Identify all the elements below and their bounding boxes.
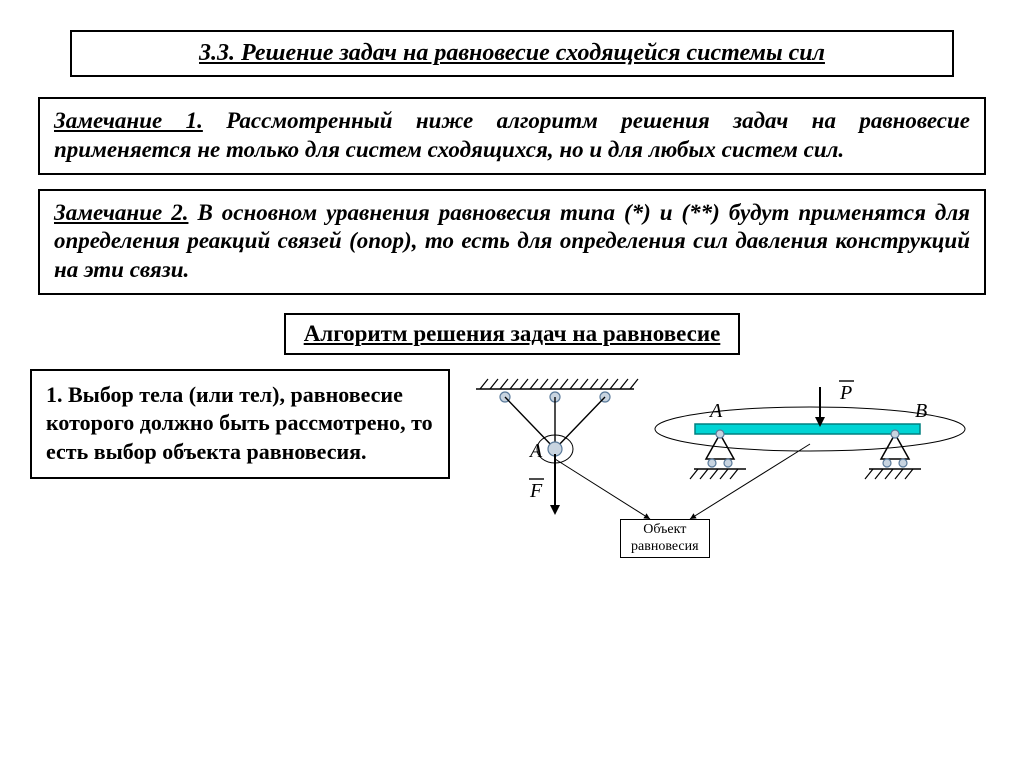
- note-1-label: Замечание 1.: [54, 108, 203, 133]
- object-label: Объект равновесия: [620, 519, 710, 559]
- object-label-line2: равновесия: [631, 539, 699, 554]
- note-2-text: В основном уравнения равновесия типа (*)…: [54, 200, 970, 283]
- svg-text:F: F: [529, 480, 543, 502]
- step-1-text: 1. Выбор тела (или тел), равновесие кото…: [30, 369, 450, 479]
- note-1: Замечание 1. Рассмотренный ниже алгоритм…: [38, 97, 986, 175]
- svg-text:A: A: [708, 400, 723, 422]
- note-2: Замечание 2. В основном уравнения равнов…: [38, 189, 986, 295]
- step-row: 1. Выбор тела (или тел), равновесие кото…: [30, 369, 994, 569]
- algorithm-title: Алгоритм решения задач на равновесие: [284, 313, 741, 355]
- equilibrium-diagram: AFABP: [460, 369, 980, 569]
- diagram-area: AFABP Объект равновесия: [460, 369, 994, 569]
- svg-text:B: B: [915, 400, 927, 422]
- svg-text:A: A: [528, 440, 543, 462]
- object-label-line1: Объект: [643, 522, 686, 537]
- svg-text:P: P: [839, 382, 852, 404]
- note-2-label: Замечание 2.: [54, 200, 188, 225]
- section-title: 3.3. Решение задач на равновесие сходяще…: [70, 30, 954, 77]
